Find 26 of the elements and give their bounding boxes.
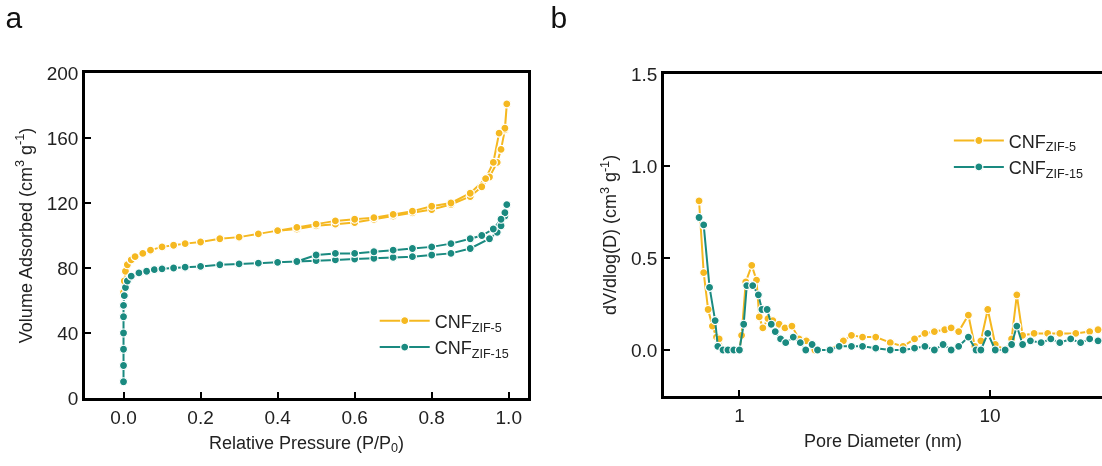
x-axis-title: Pore Diameter (nm)	[803, 430, 963, 451]
y-tick-label: 0.0	[631, 339, 658, 361]
y-tick-label: 40	[57, 322, 79, 344]
x-tick-label: 0.6	[341, 406, 368, 428]
chart-title: b	[550, 0, 568, 34]
y-tick-label: 160	[46, 127, 79, 149]
x-axis-title: Relative Pressure (P/P$_{0}$)	[208, 432, 405, 456]
y-tick-label: 0	[67, 387, 79, 409]
x-tick-label: 1	[734, 404, 745, 426]
legend-label: CNF$_{ZIF-15}$	[434, 338, 509, 361]
x-tick-label: 0.4	[264, 406, 292, 428]
x-tick-label: 10	[979, 404, 1001, 426]
chart-title: a	[5, 0, 23, 34]
y-tick-label: 0.5	[631, 247, 658, 269]
y-tick-label: 80	[57, 257, 79, 279]
y-tick-label: 120	[46, 192, 79, 214]
x-tick-label: 0.2	[187, 406, 214, 428]
legend-label: CNF$_{ZIF-15}$	[1008, 157, 1083, 181]
y-tick-label: 1.0	[631, 155, 658, 177]
x-tick-label: 0.0	[110, 406, 137, 428]
x-tick-label: 0.8	[418, 406, 445, 428]
legend-label: CNF$_{ZIF-5}$	[434, 311, 502, 335]
y-tick-label: 200	[46, 62, 79, 84]
y-tick-label: 1.5	[631, 63, 658, 85]
legend-label: CNF$_{ZIF-5}$	[1008, 131, 1076, 155]
x-tick-label: 1.0	[495, 406, 522, 428]
